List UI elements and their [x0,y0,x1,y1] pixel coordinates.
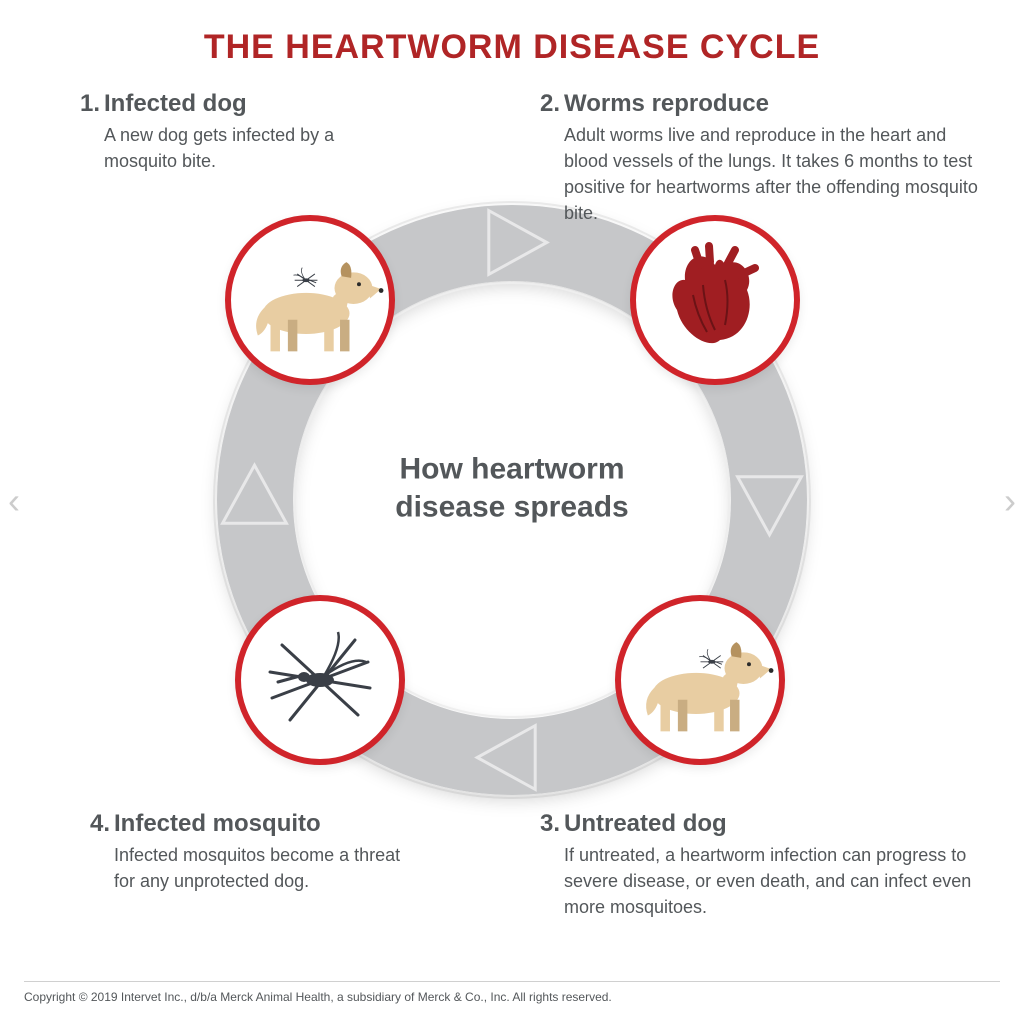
step-2: 2.Worms reproduce Adult worms live and r… [540,90,980,226]
step-4-desc: Infected mosquitos become a threat for a… [114,842,410,894]
heart-organ-icon [655,240,775,360]
step-3-title: Untreated dog [564,810,727,837]
step-1-desc: A new dog gets infected by a mosquito bi… [104,122,340,174]
step-1: 1.Infected dog A new dog gets infected b… [80,90,340,174]
next-chevron-icon[interactable]: › [1004,480,1016,522]
cycle-node-mosquito [235,595,405,765]
step-2-desc: Adult worms live and reproduce in the he… [564,122,980,226]
step-2-title: Worms reproduce [564,90,769,117]
dog-with-mosquito-icon [231,225,389,375]
page-title: THE HEARTWORM DISEASE CYCLE [0,0,1024,67]
prev-chevron-icon[interactable]: ‹ [8,480,20,522]
center-line-1: How heartworm [395,451,628,489]
step-1-title: Infected dog [104,90,247,117]
mosquito-icon [255,615,385,745]
center-line-2: disease spreads [395,488,628,526]
cycle-node-untreated-dog [615,595,785,765]
cycle-node-infected-dog [225,215,395,385]
step-1-num: 1. [80,90,104,118]
copyright-text: Copyright © 2019 Intervet Inc., d/b/a Me… [24,981,1000,1004]
step-4: 4.Infected mosquito Infected mosquitos b… [90,810,410,894]
step-4-num: 4. [90,810,114,838]
cycle-center-label: How heartworm disease spreads [395,451,628,526]
step-3: 3.Untreated dog If untreated, a heartwor… [540,810,980,920]
cycle-node-heart [630,215,800,385]
step-2-num: 2. [540,90,564,118]
step-3-num: 3. [540,810,564,838]
step-3-desc: If untreated, a heartworm infection can … [564,842,980,920]
step-4-title: Infected mosquito [114,810,321,837]
dog-with-mosquito-icon [621,605,779,755]
